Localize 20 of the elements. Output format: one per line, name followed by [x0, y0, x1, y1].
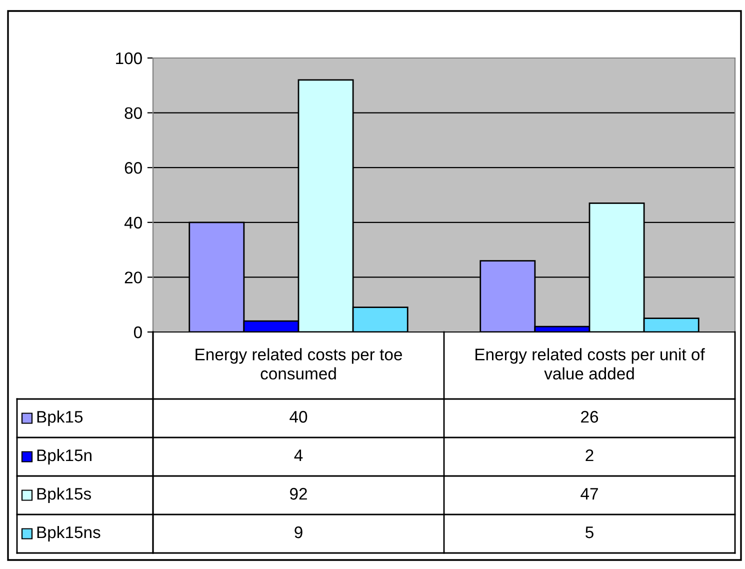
data-label: 92 [290, 488, 307, 500]
data-label: 2 [586, 449, 594, 462]
data-label: 26 [581, 410, 598, 423]
y-tick-label: 60 [124, 162, 142, 174]
y-tick-label: 80 [124, 107, 142, 120]
legend-label: Bpk15n [37, 448, 92, 465]
data-label: 4 [294, 450, 303, 462]
x-tick-label: Energy related costs per toe consumed [196, 348, 402, 380]
data-label: 5 [586, 526, 594, 538]
legend-label: Bpk15s [37, 487, 91, 504]
y-tick-label: 40 [124, 216, 142, 229]
legend-label: Bpk15 [37, 410, 83, 426]
y-tick-label: 20 [124, 272, 142, 284]
y-tick-label: 0 [134, 326, 142, 338]
y-tick-label: 100 [116, 52, 142, 64]
data-label: 47 [580, 488, 598, 500]
data-label: 9 [294, 526, 302, 538]
x-tick-label: Energy related costs per unit of value added [476, 348, 705, 380]
data-label: 40 [290, 410, 308, 423]
legend-label: Bpk15ns [37, 526, 100, 542]
